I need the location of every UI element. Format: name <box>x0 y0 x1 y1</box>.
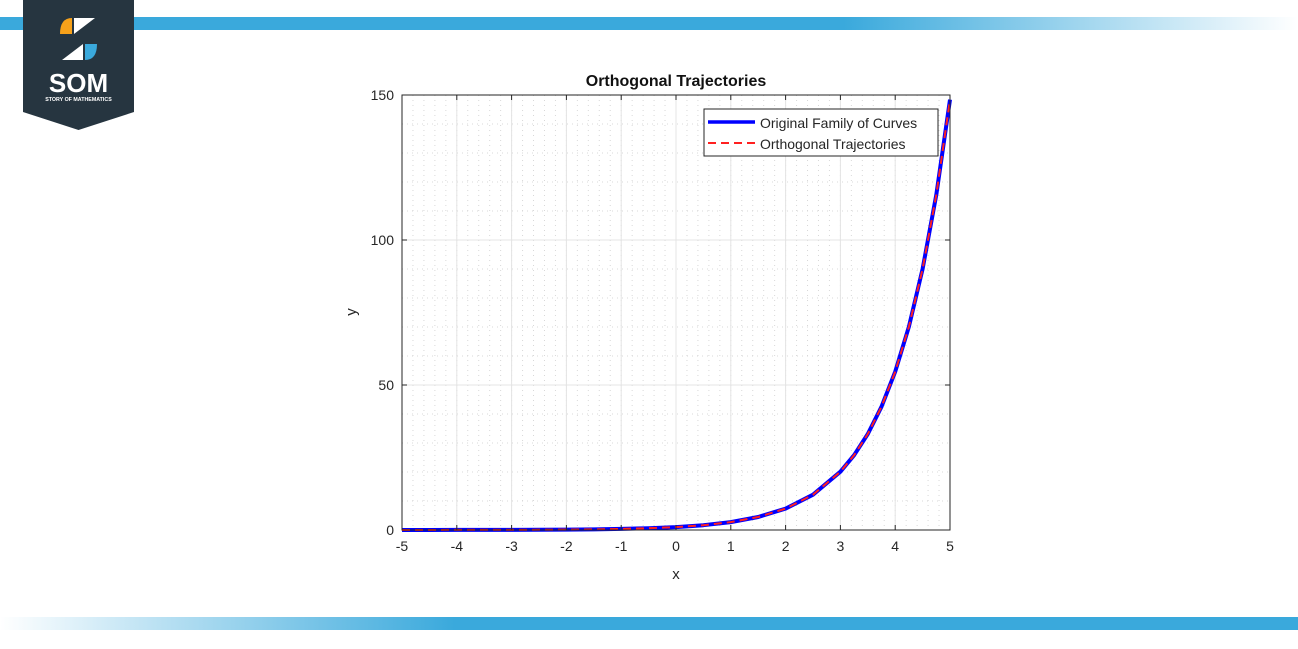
x-tick-label: -3 <box>505 538 518 554</box>
x-tick-label: 3 <box>837 538 845 554</box>
som-logo: SOM STORY OF MATHEMATICS <box>23 0 134 130</box>
x-tick-label: -5 <box>396 538 409 554</box>
chart-title: Orthogonal Trajectories <box>586 73 767 90</box>
y-tick-label: 50 <box>378 377 394 393</box>
x-tick-label: 5 <box>946 538 954 554</box>
legend-label-orthogonal: Orthogonal Trajectories <box>760 136 906 152</box>
x-tick-label: 0 <box>672 538 680 554</box>
legend: Original Family of Curves Orthogonal Tra… <box>703 108 939 157</box>
y-tick-label: 0 <box>386 522 394 538</box>
x-tick-label: -1 <box>615 538 628 554</box>
top-decor-band <box>0 17 1298 30</box>
legend-label-original: Original Family of Curves <box>760 115 917 131</box>
x-tick-label: 4 <box>891 538 899 554</box>
x-tick-label: 1 <box>727 538 735 554</box>
x-tick-label: -2 <box>560 538 573 554</box>
grid <box>401 94 951 531</box>
bottom-decor-band <box>0 617 1298 630</box>
x-tick-label: -4 <box>451 538 464 554</box>
logo-subtitle: STORY OF MATHEMATICS <box>45 97 112 103</box>
x-tick-label: 2 <box>782 538 790 554</box>
y-axis-label: y <box>343 308 360 316</box>
y-tick-label: 100 <box>371 232 395 248</box>
y-tick-label: 150 <box>371 87 395 103</box>
x-axis-label: x <box>672 566 680 583</box>
legend-box <box>703 108 939 157</box>
logo-text: SOM <box>49 68 108 98</box>
